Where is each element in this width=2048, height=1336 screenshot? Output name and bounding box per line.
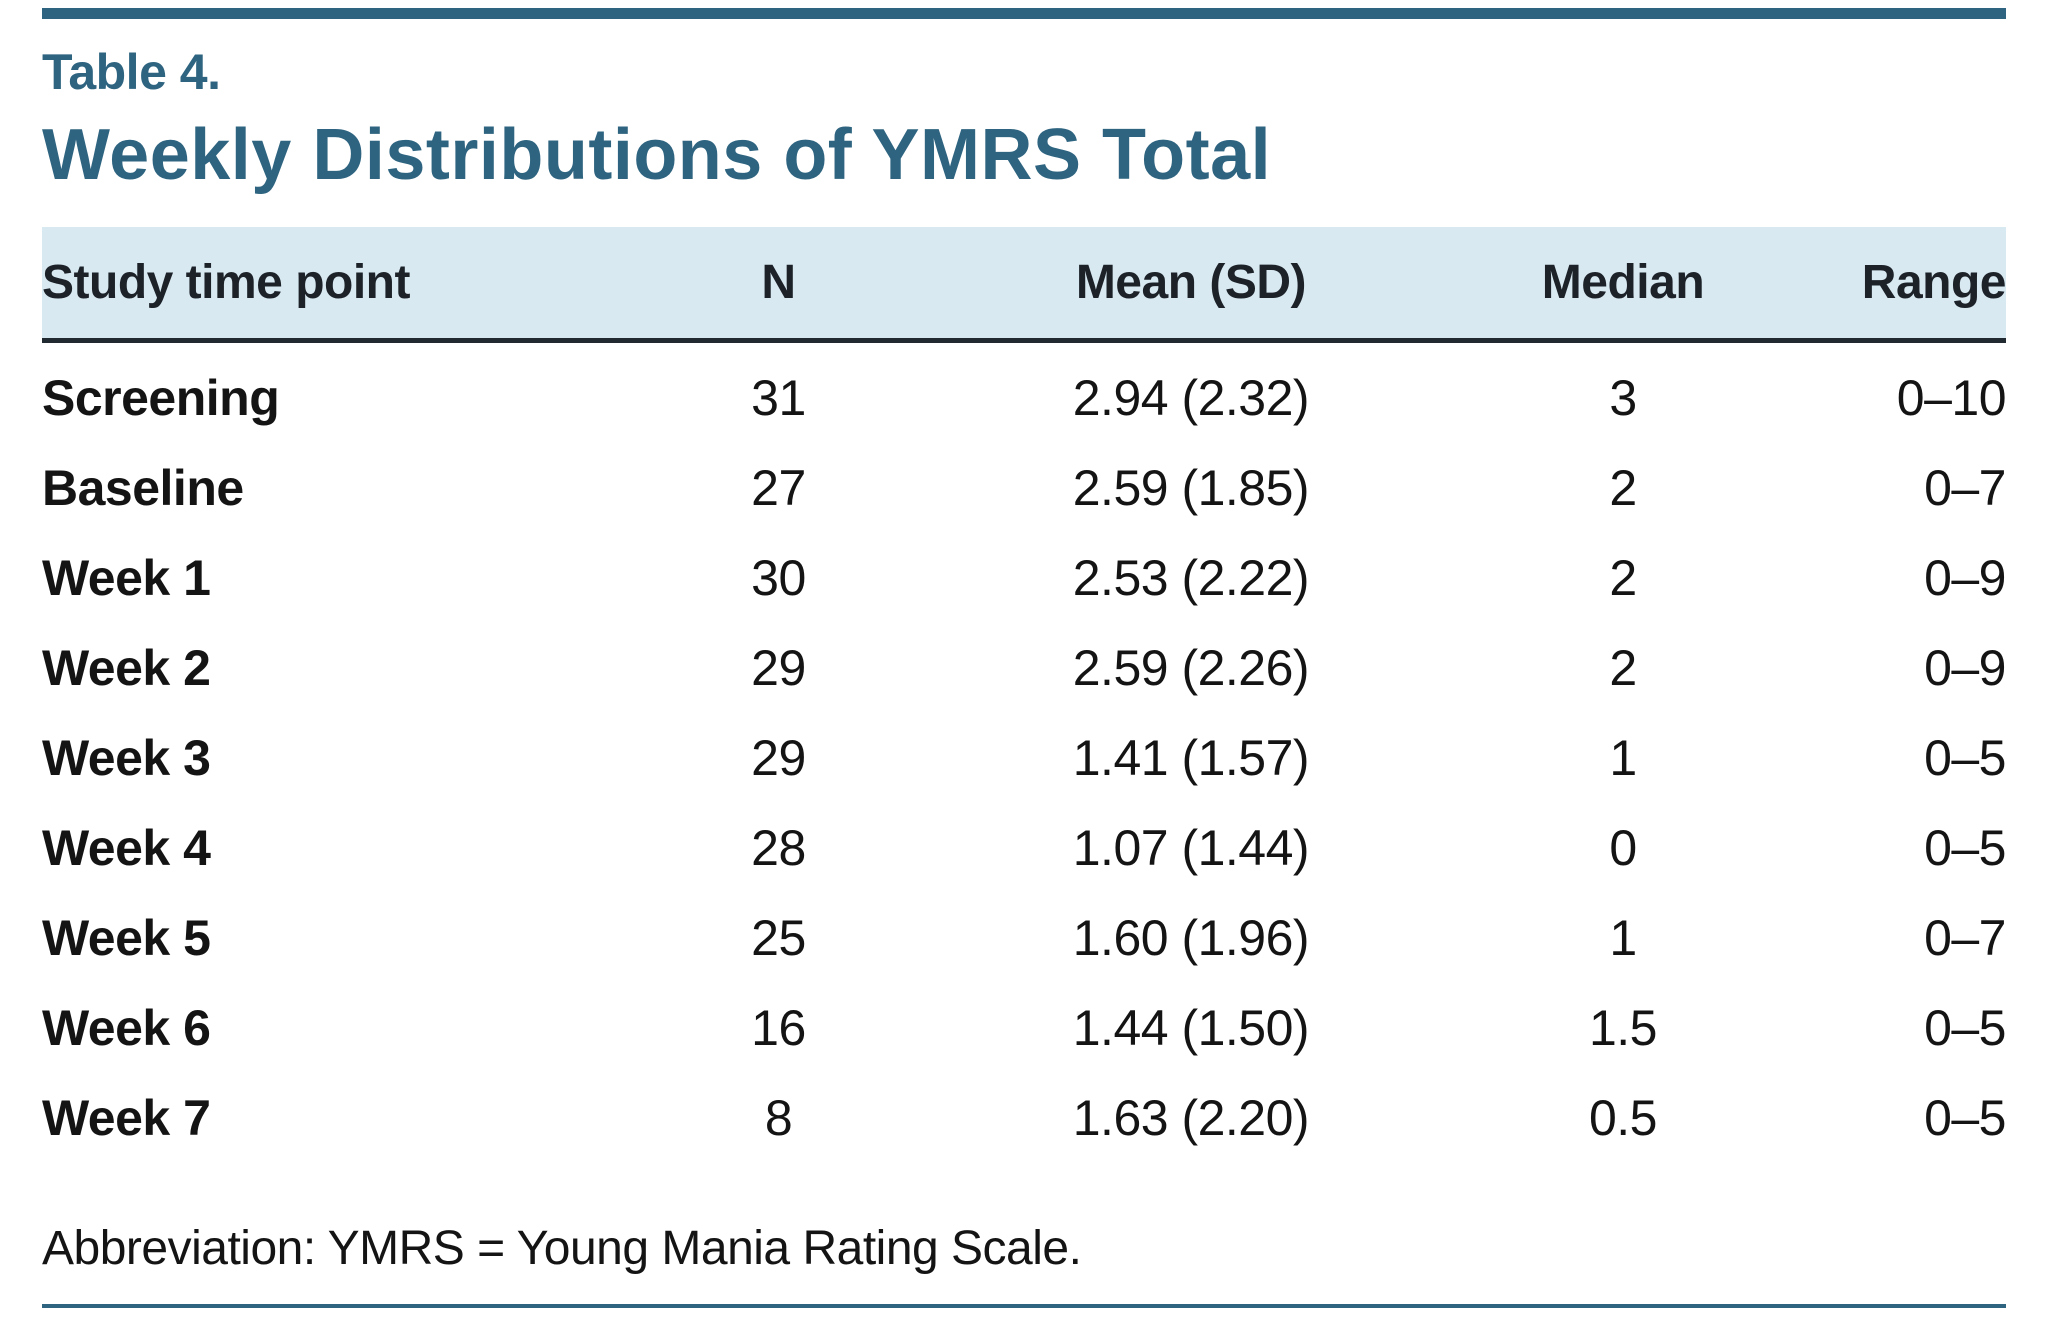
page: Table 4. Weekly Distributions of YMRS To… xyxy=(0,8,2048,1336)
column-header-mean-sd: Mean (SD) xyxy=(925,226,1457,341)
cell-median: 3 xyxy=(1609,369,1637,426)
cell-n: 25 xyxy=(751,909,806,966)
ymrs-table: Study time point N Mean (SD) Median Rang… xyxy=(42,226,2007,1163)
header-row: Study time point N Mean (SD) Median Rang… xyxy=(42,226,2007,341)
cell-study-time-point: Week 6 xyxy=(42,999,211,1056)
table-row: Week 4 28 1.07 (1.44) 0 0–5 xyxy=(42,803,2007,893)
cell-mean-sd: 2.59 (2.26) xyxy=(1072,639,1310,696)
cell-mean-sd: 1.44 (1.50) xyxy=(1072,999,1310,1056)
cell-median: 0 xyxy=(1609,819,1637,876)
cell-mean-sd: 2.94 (2.32) xyxy=(1072,369,1310,426)
cell-range: 0–9 xyxy=(1924,549,2006,606)
table-number-label: Table 4. xyxy=(42,44,221,100)
column-header-median: Median xyxy=(1456,226,1790,341)
table-body: Screening 31 2.94 (2.32) 3 0–10 Baseline 27 2.5… xyxy=(42,340,2007,1163)
cell-range: 0–10 xyxy=(1896,369,2007,426)
column-header-n: N xyxy=(631,226,926,341)
cell-n: 27 xyxy=(751,459,806,516)
table-header: Study time point N Mean (SD) Median Rang… xyxy=(42,226,2007,341)
cell-median: 2 xyxy=(1609,639,1637,696)
cell-median: 2 xyxy=(1609,549,1637,606)
cell-study-time-point: Screening xyxy=(42,369,280,426)
table-row: Week 6 16 1.44 (1.50) 1.5 0–5 xyxy=(42,983,2007,1073)
cell-study-time-point: Week 5 xyxy=(42,909,211,966)
cell-n: 16 xyxy=(751,999,806,1056)
table-row: Week 5 25 1.60 (1.96) 1 0–7 xyxy=(42,893,2007,983)
cell-n: 29 xyxy=(751,729,806,786)
cell-n: 8 xyxy=(764,1089,793,1146)
cell-n: 30 xyxy=(751,549,806,606)
cell-mean-sd: 1.07 (1.44) xyxy=(1072,819,1310,876)
cell-n: 29 xyxy=(751,639,806,696)
cell-mean-sd: 1.60 (1.96) xyxy=(1072,909,1310,966)
column-header-study-time-point: Study time point xyxy=(42,226,632,341)
cell-study-time-point: Baseline xyxy=(42,459,244,516)
cell-median: 1.5 xyxy=(1588,999,1658,1056)
cell-mean-sd: 1.63 (2.20) xyxy=(1072,1089,1310,1146)
cell-mean-sd: 2.59 (1.85) xyxy=(1072,459,1310,516)
cell-range: 0–5 xyxy=(1924,729,2006,786)
table-row: Screening 31 2.94 (2.32) 3 0–10 xyxy=(42,340,2007,443)
table-row: Week 3 29 1.41 (1.57) 1 0–5 xyxy=(42,713,2007,803)
cell-range: 0–5 xyxy=(1924,999,2006,1056)
cell-median: 1 xyxy=(1609,729,1637,786)
top-rule xyxy=(42,8,2006,19)
cell-range: 0–7 xyxy=(1924,459,2006,516)
cell-study-time-point: Week 4 xyxy=(42,819,211,876)
table-row: Week 7 8 1.63 (2.20) 0.5 0–5 xyxy=(42,1073,2007,1163)
bottom-rule xyxy=(42,1303,2006,1308)
cell-range: 0–9 xyxy=(1924,639,2006,696)
cell-mean-sd: 1.41 (1.57) xyxy=(1072,729,1310,786)
cell-median: 0.5 xyxy=(1588,1089,1658,1146)
cell-mean-sd: 2.53 (2.22) xyxy=(1072,549,1310,606)
abbreviation-footnote: Abbreviation: YMRS = Young Mania Rating … xyxy=(42,1221,1082,1275)
table-row: Week 2 29 2.59 (2.26) 2 0–9 xyxy=(42,623,2007,713)
cell-n: 31 xyxy=(751,369,806,426)
table-row: Week 1 30 2.53 (2.22) 2 0–9 xyxy=(42,533,2007,623)
cell-n: 28 xyxy=(751,819,806,876)
cell-study-time-point: Week 3 xyxy=(42,729,211,786)
cell-median: 1 xyxy=(1609,909,1637,966)
cell-range: 0–5 xyxy=(1924,1089,2006,1146)
cell-range: 0–7 xyxy=(1924,909,2006,966)
table-title: Weekly Distributions of YMRS Total xyxy=(42,115,1272,195)
cell-study-time-point: Week 1 xyxy=(42,549,211,606)
cell-range: 0–5 xyxy=(1924,819,2006,876)
column-header-range: Range xyxy=(1789,226,2007,341)
table-row: Baseline 27 2.59 (1.85) 2 0–7 xyxy=(42,443,2007,533)
cell-study-time-point: Week 7 xyxy=(42,1089,211,1146)
cell-median: 2 xyxy=(1609,459,1637,516)
cell-study-time-point: Week 2 xyxy=(42,639,211,696)
